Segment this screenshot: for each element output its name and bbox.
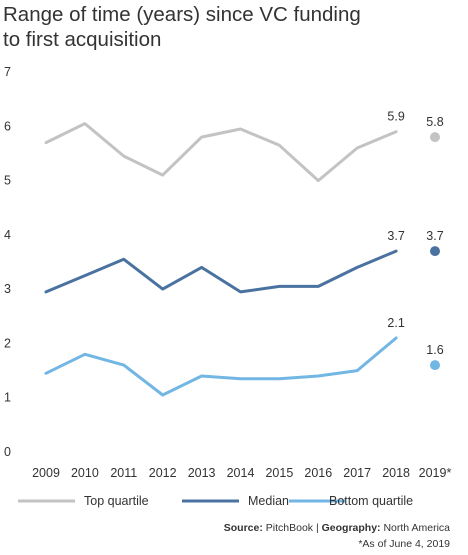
series-point-marker [430,132,440,143]
chart-title-line1: Range of time (years) since VC funding [3,3,361,26]
series-point-marker [430,360,440,371]
legend-label: Median [248,494,289,508]
data-label: 1.6 [426,343,443,357]
x-tick-label: 2017 [343,466,371,480]
series-point-marker [430,246,440,257]
series-group: 5.9 5.8 3.7 3.7 2.1 1.6 [44,110,444,397]
x-tick-label: 2014 [227,466,255,480]
source-value: PitchBook | [263,522,322,534]
data-label: 2.1 [387,316,404,330]
series-line [44,249,398,294]
source-label: Source: [224,522,263,534]
y-tick-label: 4 [4,228,11,242]
y-axis-ticks: 0 1 2 3 4 5 6 7 [4,65,11,459]
x-tick-label: 2016 [304,466,332,480]
legend-label: Top quartile [84,494,149,508]
footnote: *As of June 4, 2019 [358,538,450,550]
data-label: 3.7 [426,229,443,243]
y-tick-label: 5 [4,174,11,188]
legend-label: Bottom quartile [329,494,413,508]
source-line: Source: PitchBook | Geography: North Ame… [224,522,450,534]
chart-title-line2: to first acquisition [3,28,161,51]
x-tick-label: 2015 [265,466,293,480]
y-tick-label: 7 [4,65,11,79]
x-tick-label: 2011 [110,466,137,480]
legend: Top quartile Median Bottom quartile [18,494,413,508]
data-label: 5.9 [387,110,404,124]
geography-label: Geography: [322,522,381,534]
x-tick-label: 2010 [71,466,99,480]
geography-value: North America [381,522,451,534]
series-line [44,122,398,183]
y-tick-label: 2 [4,336,11,350]
series-line [44,336,398,397]
y-tick-label: 0 [4,445,11,459]
x-tick-label: 2018 [382,466,410,480]
data-label: 3.7 [387,229,404,243]
x-axis-ticks: 2009 2010 2011 2012 2013 2014 2015 2016 2017 2018… [32,466,451,480]
x-tick-label: 2009 [32,466,60,480]
x-tick-label: 2012 [149,466,177,480]
y-tick-label: 6 [4,119,11,133]
y-tick-label: 1 [4,391,11,405]
y-tick-label: 3 [4,282,11,296]
x-tick-label: 2013 [188,466,216,480]
data-label: 5.8 [426,115,443,129]
x-tick-label: 2019* [419,466,452,480]
